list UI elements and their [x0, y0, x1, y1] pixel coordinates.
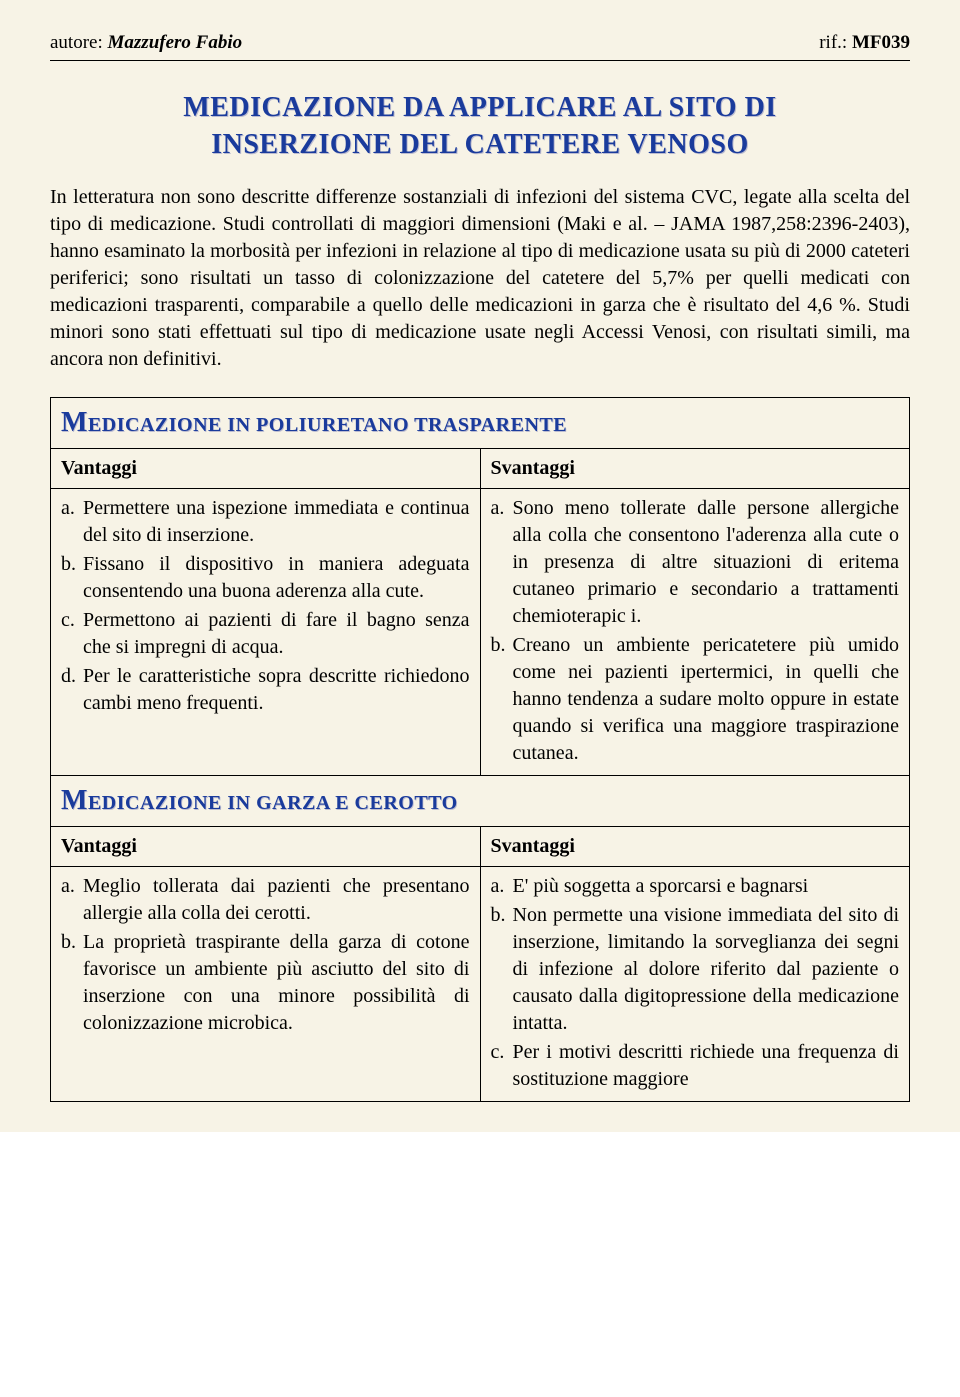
list-item: b.Fissano il dispositivo in maniera adeg… — [61, 551, 470, 605]
list-item: b.Non permette una visione immediata del… — [491, 902, 900, 1037]
title-line-2: INSERZIONE DEL CATETERE VENOSO — [50, 126, 910, 164]
reference-line: rif.: MF039 — [819, 30, 910, 56]
list-text: Fissano il dispositivo in maniera adegua… — [83, 551, 470, 605]
table2-vantaggi-list: a.Meglio tollerata dai pazienti che pres… — [61, 873, 470, 1037]
author-line: autore: Mazzufero Fabio — [50, 30, 242, 56]
author-name: Mazzufero Fabio — [108, 32, 243, 53]
table2-svantaggi-list: a.E' più soggetta a sporcarsi e bagnarsi… — [491, 873, 900, 1093]
table2-vantaggi-cell: a.Meglio tollerata dai pazienti che pres… — [51, 866, 481, 1101]
table1-title-cell: MEDICAZIONE IN POLIURETANO TRASPARENTE — [51, 398, 910, 449]
list-item: a.Meglio tollerata dai pazienti che pres… — [61, 873, 470, 927]
list-text: Meglio tollerata dai pazienti che presen… — [83, 873, 470, 927]
list-marker: b. — [61, 929, 83, 1037]
body-paragraph: In letteratura non sono descritte differ… — [50, 184, 910, 373]
list-text: Permettono ai pazienti di fare il bagno … — [83, 607, 470, 661]
rif-code: MF039 — [852, 32, 910, 53]
list-item: a.Permettere una ispezione immediata e c… — [61, 495, 470, 549]
list-item: c.Permettono ai pazienti di fare il bagn… — [61, 607, 470, 661]
list-marker: d. — [61, 663, 83, 717]
table2-col2-header: Svantaggi — [480, 826, 910, 866]
list-text: Per i motivi descritti richiede una freq… — [513, 1039, 900, 1093]
list-item: d.Per le caratteristiche sopra descritte… — [61, 663, 470, 717]
author-label: autore: — [50, 32, 108, 53]
rif-label: rif.: — [819, 32, 852, 53]
list-marker: b. — [491, 902, 513, 1037]
list-item: b.La proprietà traspirante della garza d… — [61, 929, 470, 1037]
table1-vantaggi-list: a.Permettere una ispezione immediata e c… — [61, 495, 470, 717]
table1-svantaggi-cell: a.Sono meno tollerate dalle persone alle… — [480, 489, 910, 776]
list-text: Creano un ambiente pericatetere più umid… — [513, 632, 900, 767]
table1-col2-header: Svantaggi — [480, 449, 910, 489]
list-marker: a. — [61, 873, 83, 927]
table1-svantaggi-list: a.Sono meno tollerate dalle persone alle… — [491, 495, 900, 767]
document-page: autore: Mazzufero Fabio rif.: MF039 MEDI… — [0, 0, 960, 1132]
list-marker: c. — [491, 1039, 513, 1093]
comparison-table-1: MEDICAZIONE IN POLIURETANO TRASPARENTE V… — [50, 397, 910, 1102]
list-marker: b. — [61, 551, 83, 605]
title-block: MEDICAZIONE DA APPLICARE AL SITO DI INSE… — [50, 89, 910, 165]
list-marker: a. — [491, 873, 513, 900]
list-text: Sono meno tollerate dalle persone allerg… — [513, 495, 900, 630]
table1-title-lead: M — [61, 407, 88, 438]
list-marker: a. — [491, 495, 513, 630]
list-marker: b. — [491, 632, 513, 767]
header-bar: autore: Mazzufero Fabio rif.: MF039 — [50, 30, 910, 61]
table2-col1-header: Vantaggi — [51, 826, 481, 866]
list-item: a.E' più soggetta a sporcarsi e bagnarsi — [491, 873, 900, 900]
title-line-1: MEDICAZIONE DA APPLICARE AL SITO DI — [50, 89, 910, 127]
table2-title-lead: M — [61, 785, 88, 816]
list-item: b.Creano un ambiente pericatetere più um… — [491, 632, 900, 767]
list-marker: c. — [61, 607, 83, 661]
table2-title: EDICAZIONE IN GARZA E CEROTTO — [88, 792, 458, 814]
list-text: Non permette una visione immediata del s… — [513, 902, 900, 1037]
list-text: Per le caratteristiche sopra descritte r… — [83, 663, 470, 717]
table1-col1-header: Vantaggi — [51, 449, 481, 489]
table2-svantaggi-cell: a.E' più soggetta a sporcarsi e bagnarsi… — [480, 866, 910, 1101]
list-item: c.Per i motivi descritti richiede una fr… — [491, 1039, 900, 1093]
table1-vantaggi-cell: a.Permettere una ispezione immediata e c… — [51, 489, 481, 776]
list-text: E' più soggetta a sporcarsi e bagnarsi — [513, 873, 900, 900]
table1-title: EDICAZIONE IN POLIURETANO TRASPARENTE — [88, 414, 567, 436]
list-text: La proprietà traspirante della garza di … — [83, 929, 470, 1037]
list-text: Permettere una ispezione immediata e con… — [83, 495, 470, 549]
list-item: a.Sono meno tollerate dalle persone alle… — [491, 495, 900, 630]
table2-title-cell: MEDICAZIONE IN GARZA E CEROTTO — [51, 776, 910, 827]
list-marker: a. — [61, 495, 83, 549]
